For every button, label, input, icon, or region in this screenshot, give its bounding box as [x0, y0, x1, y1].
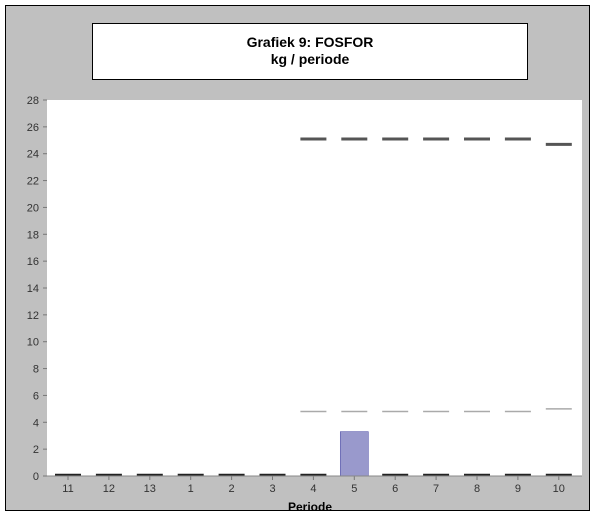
y-tick-label: 14 [27, 283, 39, 295]
x-tick-label: 11 [62, 483, 73, 495]
x-tick-label: 7 [433, 483, 439, 495]
y-tick-label: 28 [27, 95, 39, 107]
dash-series [300, 137, 572, 413]
x-axis-title: Periode [288, 500, 332, 514]
y-tick-label: 8 [33, 364, 39, 376]
x-tick-label: 12 [103, 483, 115, 495]
chart-title-box: Grafiek 9: FOSFOR kg / periode [92, 23, 528, 80]
y-tick-label: 2 [33, 444, 39, 456]
bar [339, 431, 369, 477]
y-tick-label: 10 [27, 337, 39, 349]
y-tick-label: 0 [33, 471, 39, 483]
x-tick-label: 10 [553, 483, 565, 495]
y-tick-label: 12 [27, 310, 39, 322]
x-tick-label: 8 [474, 483, 480, 495]
y-tick-label: 6 [33, 390, 39, 402]
x-tick-label: 1 [188, 483, 194, 495]
y-tick-label: 4 [33, 417, 39, 429]
y-tick-label: 24 [27, 149, 39, 161]
x-tick-label: 6 [392, 483, 398, 495]
plot-area [47, 100, 582, 476]
y-tick-label: 16 [27, 256, 39, 268]
bar-series [55, 431, 572, 477]
x-tick-label: 2 [229, 483, 235, 495]
x-tick-label: 9 [515, 483, 521, 495]
y-tick-label: 22 [27, 176, 39, 188]
y-tick-label: 26 [27, 122, 39, 134]
x-tick-label: 13 [144, 483, 156, 495]
x-tick-label: 5 [351, 483, 357, 495]
y-tick-label: 18 [27, 229, 39, 241]
chart-subtitle: kg / periode [270, 51, 350, 67]
chart-title: Grafiek 9: FOSFOR [246, 34, 374, 50]
y-tick-label: 20 [27, 202, 39, 214]
x-axis: 11 12 13 1 2 3 4 5 6 7 8 9 10 [62, 476, 565, 495]
x-tick-label: 4 [310, 483, 316, 495]
x-tick-label: 3 [269, 483, 275, 495]
